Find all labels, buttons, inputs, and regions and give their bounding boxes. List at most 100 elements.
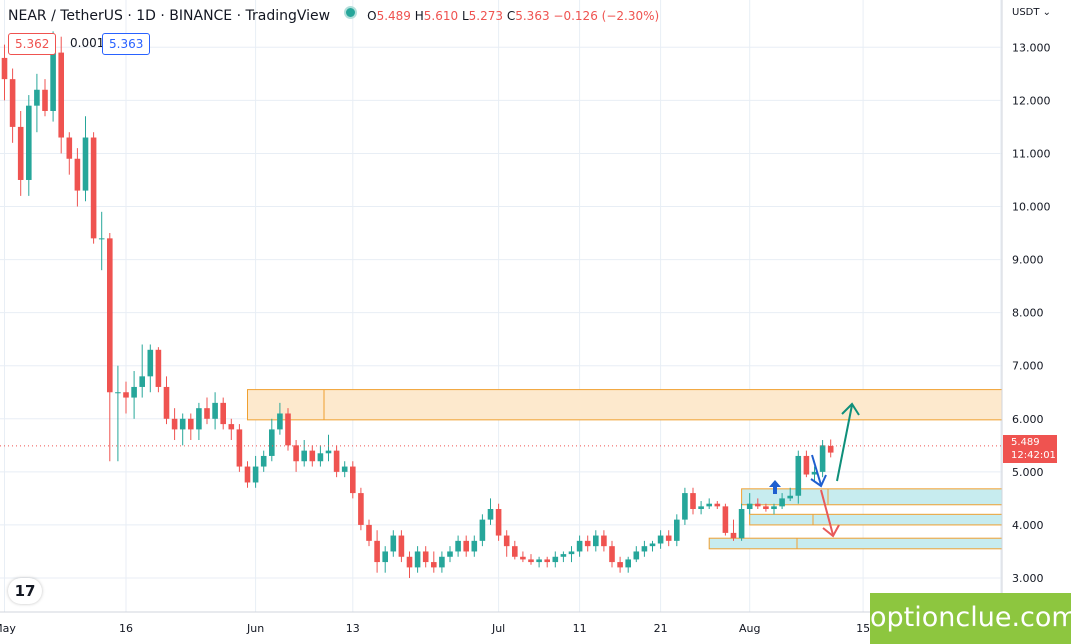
candle-countdown: 12:42:01	[1011, 450, 1056, 461]
candle-body	[755, 503, 761, 507]
candle-body	[382, 551, 388, 563]
candle	[447, 546, 453, 563]
candle-body	[746, 503, 753, 510]
candle-body	[107, 238, 113, 393]
candle	[34, 73, 40, 133]
price-tick-label: 4.000	[1012, 519, 1044, 532]
candle	[139, 344, 145, 398]
candle-body	[552, 556, 559, 563]
candle-body	[204, 408, 210, 419]
sell-button[interactable]: 5.362	[8, 33, 57, 55]
candle	[285, 408, 291, 451]
support-zone	[749, 513, 1003, 526]
buy-button[interactable]: 5.363	[102, 33, 151, 55]
candle-body	[447, 551, 453, 557]
candle-body	[366, 524, 372, 541]
candle	[204, 397, 210, 425]
candle	[131, 371, 137, 419]
candle-body	[803, 455, 810, 475]
candle-body	[520, 556, 526, 560]
candle	[560, 551, 567, 563]
scenario-arrows	[769, 402, 860, 538]
candle	[236, 424, 243, 472]
candle-body	[625, 559, 631, 568]
candle-body	[763, 506, 769, 510]
candle	[9, 68, 16, 143]
candle-body	[609, 546, 615, 563]
tradingview-logo-icon[interactable]: 17	[8, 578, 42, 604]
candle-body	[811, 471, 818, 475]
candle-body	[706, 503, 712, 507]
candle	[252, 455, 259, 488]
candle	[593, 530, 599, 552]
candle	[738, 503, 745, 541]
candle	[811, 466, 818, 483]
candle-body	[155, 349, 162, 387]
candle	[115, 365, 121, 462]
candle	[414, 546, 421, 573]
price-tick-label: 8.000	[1012, 307, 1044, 320]
time-tick-label: May	[0, 622, 16, 635]
candle	[422, 546, 429, 568]
candle	[576, 535, 583, 557]
candle	[155, 347, 162, 393]
price-tick-label: 11.000	[1012, 147, 1051, 160]
price-tick-label: 5.000	[1012, 466, 1044, 479]
candle-body	[495, 509, 502, 536]
candle	[277, 402, 283, 435]
candle-body	[147, 349, 154, 377]
candle-body	[50, 52, 56, 111]
price-tick-label: 3.000	[1012, 572, 1044, 585]
candle	[147, 344, 154, 393]
candle-body	[617, 562, 623, 568]
price-tick-label: 13.000	[1012, 41, 1051, 54]
candle-body	[179, 418, 186, 430]
price-tick-label: 9.000	[1012, 254, 1044, 267]
last-price-value: 5.489	[1011, 437, 1040, 448]
candle	[706, 498, 712, 510]
candle	[293, 440, 299, 472]
candle	[350, 461, 356, 499]
price-tick-label: 6.000	[1012, 413, 1044, 426]
change-value: −0.126 (−2.30%)	[553, 9, 660, 23]
candle	[528, 554, 534, 565]
time-tick-label: 13	[346, 622, 360, 635]
candle	[26, 95, 32, 196]
candle-body	[317, 453, 324, 462]
candle	[163, 376, 170, 425]
candle-body	[220, 402, 226, 425]
candle	[714, 501, 721, 510]
retest-arrow-line	[811, 454, 822, 486]
candle-body	[285, 413, 291, 446]
candle-body	[42, 89, 48, 111]
candle-body	[188, 418, 194, 430]
price-tick-label: 7.000	[1012, 360, 1044, 373]
candle	[698, 501, 704, 515]
candle	[495, 503, 502, 541]
candle-body	[698, 506, 704, 510]
candle-body	[601, 535, 607, 547]
candle	[374, 530, 380, 573]
symbol-title[interactable]: NEAR / TetherUS · 1D · BINANCE · Trading…	[8, 8, 331, 24]
spread-value: 0.001	[70, 36, 105, 50]
candle	[358, 487, 364, 531]
candle	[382, 546, 388, 573]
currency-selector[interactable]: USDT ⌄	[1012, 7, 1051, 18]
candle	[212, 392, 218, 430]
candle-body	[771, 506, 777, 510]
candle-body	[584, 540, 591, 547]
time-tick-label: 21	[654, 622, 668, 635]
candle	[188, 413, 194, 441]
last-price-label: 5.489 12:42:01	[1003, 435, 1057, 463]
candle	[763, 503, 769, 512]
low-value: 5.273	[468, 9, 504, 23]
candle	[220, 397, 226, 430]
candle-body	[244, 466, 251, 483]
candle	[568, 546, 575, 563]
chart-header: NEAR / TetherUS · 1D · BINANCE · Trading…	[8, 6, 659, 24]
candle	[487, 498, 494, 525]
candle-body	[98, 238, 105, 240]
candle	[746, 493, 753, 515]
